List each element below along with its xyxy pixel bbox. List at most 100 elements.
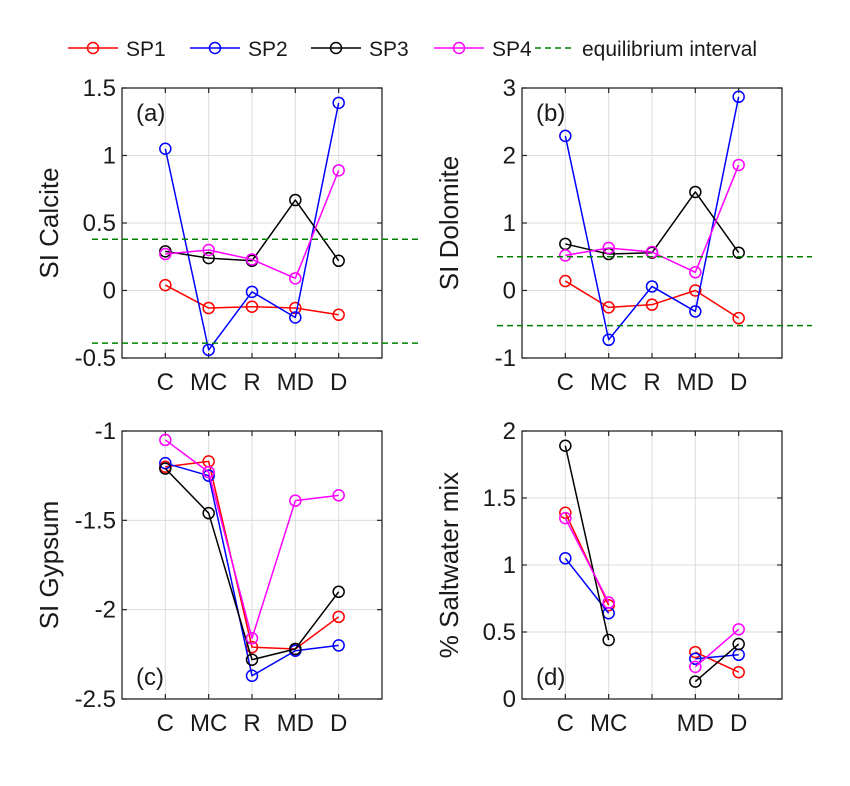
x-tick-label-d: D <box>330 710 347 737</box>
data-point-sp3-md <box>689 185 702 199</box>
y-tick-label: -2 <box>95 597 116 624</box>
series-line-sp4 <box>164 439 339 640</box>
data-point-sp3-md <box>689 675 702 688</box>
data-point-sp4-d <box>332 489 345 502</box>
x-tick-label-d: D <box>730 710 747 737</box>
data-point-sp1-mc <box>602 301 615 314</box>
data-point-sp2-md <box>689 652 702 666</box>
data-point-sp2-mc <box>202 343 215 357</box>
series-line-sp4 <box>564 517 610 603</box>
data-point-sp4-mc <box>202 465 215 479</box>
data-point-sp3-md <box>289 193 302 207</box>
data-point-sp2-r <box>645 280 659 293</box>
legend-item-sp4: SP4 <box>434 38 532 61</box>
y-tick-label: 2 <box>503 143 516 170</box>
data-point-sp3-mc <box>202 506 215 520</box>
y-tick-label: 0 <box>503 278 516 305</box>
legend-item-sp1: SP1 <box>68 38 166 61</box>
y-tick-label: -2.5 <box>75 686 116 713</box>
legend-label: equilibrium interval <box>582 38 757 61</box>
series-line-sp2 <box>564 96 740 341</box>
y-tick-label: 1 <box>103 143 116 170</box>
data-point-sp2-d <box>332 639 345 652</box>
data-point-sp3-d <box>732 246 745 259</box>
data-point-sp3-md <box>289 642 302 656</box>
data-point-sp1-r <box>245 300 259 313</box>
data-point-sp4-c <box>159 433 172 447</box>
data-point-sp4-d <box>732 158 745 172</box>
data-point-sp3-mc <box>602 633 615 647</box>
x-tick-label-mc: MC <box>190 369 227 396</box>
data-point-sp4-r <box>645 245 659 259</box>
data-point-sp2-r <box>245 669 259 683</box>
chart-panel-c: -1 -1.5 -2 -2.5 C MC R MD D SI Gypsum (c) <box>34 418 383 737</box>
series-line-sp3 <box>165 199 340 262</box>
data-point-sp4-r <box>245 253 259 266</box>
y-tick-label: 0.5 <box>483 619 516 646</box>
series-sp4 <box>159 433 345 645</box>
data-point-sp3-d <box>732 637 745 651</box>
data-point-sp3-mc <box>202 251 215 265</box>
legend-label: SP2 <box>248 38 288 61</box>
x-tick-label-c: C <box>157 710 174 737</box>
data-point-sp1-md <box>689 284 702 297</box>
y-tick-label: -1.5 <box>75 507 116 534</box>
data-point-sp2-md <box>289 311 302 324</box>
y-tick-label: 0 <box>503 686 516 713</box>
data-point-sp1-d <box>732 311 745 325</box>
series-sp4 <box>159 164 345 285</box>
series-line-sp1 <box>164 284 339 316</box>
data-point-sp3-d <box>332 254 345 268</box>
x-tick-label-c: C <box>157 369 174 396</box>
chart-panel-b: 3 2 1 0 -1 C MC R MD D SI Dolomite (b) <box>434 75 812 396</box>
series-line-sp2 <box>164 102 340 351</box>
series-line-sp4 <box>165 170 340 280</box>
x-tick-label-md: MD <box>677 710 714 737</box>
y-axis-label: SI Calcite <box>34 167 64 278</box>
legend-swatch-marker <box>452 41 466 55</box>
data-point-sp2-c <box>159 142 172 155</box>
data-point-sp2-c <box>559 552 572 565</box>
data-point-sp4-md <box>289 494 302 507</box>
data-point-sp4-d <box>732 623 745 636</box>
data-point-sp2-r <box>245 285 259 299</box>
legend-swatch-marker <box>208 41 222 55</box>
series-sp1 <box>559 274 745 325</box>
y-axis-label: % Saltwater mix <box>434 472 464 658</box>
x-tick-label-md: MD <box>677 369 714 396</box>
data-point-sp4-c <box>159 247 172 261</box>
chart-panel-a: 1.5 1 0.5 0 -0.5 C MC R MD D SI Calcite (a) <box>34 75 420 396</box>
x-tick-label-mc: MC <box>590 369 627 396</box>
series-line-sp2 <box>695 654 739 660</box>
chart-panel-d: 2 1.5 1 0.5 0 C MC MD D % Saltwater mix (d) <box>434 418 783 737</box>
data-point-sp4-c <box>559 511 572 525</box>
panel-label: (b) <box>536 100 565 127</box>
y-axis-label: SI Gypsum <box>34 501 64 630</box>
data-point-sp1-c <box>159 278 172 292</box>
series-line-sp4 <box>694 628 740 668</box>
y-tick-label: -0.5 <box>75 345 116 372</box>
series-line-sp3 <box>564 445 610 641</box>
panel-label: (d) <box>536 664 565 691</box>
legend-label: SP1 <box>126 38 166 61</box>
y-tick-label: 0 <box>103 278 116 305</box>
data-point-sp3-c <box>559 439 572 452</box>
data-point-sp1-d <box>732 665 745 679</box>
series-sp2 <box>559 552 745 666</box>
data-point-sp3-r <box>245 653 259 666</box>
y-tick-label: 2 <box>503 418 516 445</box>
y-axis-label: SI Dolomite <box>434 156 464 290</box>
data-point-sp4-md <box>689 266 702 279</box>
data-point-sp2-md <box>689 305 702 318</box>
series-line-sp4 <box>565 164 740 274</box>
data-point-sp4-mc <box>602 241 615 255</box>
data-point-sp2-d <box>732 90 745 104</box>
y-tick-label: 1.5 <box>83 75 116 102</box>
y-tick-label: -1 <box>95 418 116 445</box>
data-point-sp1-r <box>645 298 659 311</box>
x-tick-label-d: D <box>330 369 347 396</box>
x-tick-label-mc: MC <box>190 710 227 737</box>
data-point-sp1-c <box>559 274 572 288</box>
data-point-sp1-mc <box>202 301 215 315</box>
